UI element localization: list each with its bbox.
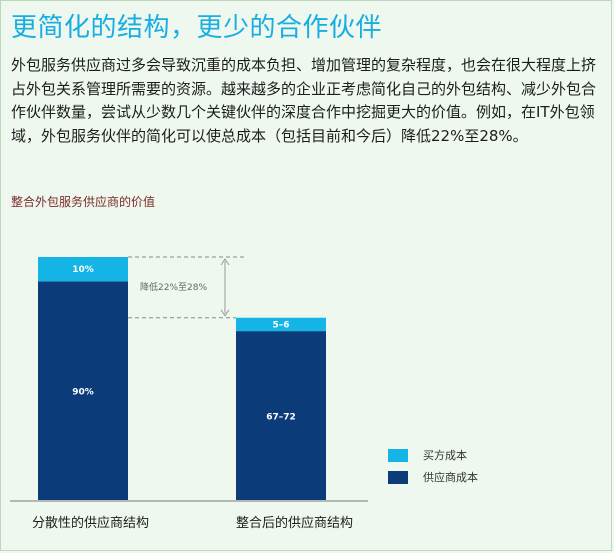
- data-label-buyer-cost-1: 5–6: [272, 320, 289, 330]
- data-label-supplier-cost-0: 90%: [72, 388, 94, 398]
- bar-supplier-cost-1: [236, 331, 326, 500]
- category-label-consolidated: 整合后的供应商结构: [236, 516, 354, 531]
- data-label-buyer-cost-0: 10%: [72, 265, 94, 275]
- page-title: 更简化的结构，更少的合作伙伴: [11, 13, 383, 43]
- legend-label-buyer-cost: 买方成本: [423, 449, 467, 462]
- bar-supplier-cost-0: [38, 281, 128, 500]
- arrow-head-down: [220, 309, 230, 317]
- legend-label-supplier-cost: 供应商成本: [423, 471, 478, 484]
- chart-legend: 买方成本 供应商成本: [388, 448, 478, 492]
- legend-item-buyer-cost: 买方成本: [388, 448, 478, 462]
- body-paragraph: 外包服务供应商过多会导致沉重的成本负担、增加管理的复杂程度，也会在很大程度上挤占…: [11, 56, 597, 145]
- arrow-head-up: [220, 258, 230, 266]
- bar-buyer-cost-0: [38, 257, 128, 282]
- data-label-supplier-cost-1: 67–72: [266, 413, 296, 423]
- chart-title: 整合外包服务供应商的价值: [11, 195, 156, 209]
- legend-swatch-buyer-cost: [388, 448, 408, 462]
- reduction-annotation: 降低22%至28%: [140, 283, 208, 293]
- legend-item-supplier-cost: 供应商成本: [388, 470, 478, 484]
- category-label-fragmented: 分散性的供应商结构: [32, 516, 150, 531]
- bar-buyer-cost-1: [236, 317, 326, 332]
- legend-swatch-supplier-cost: [388, 470, 408, 484]
